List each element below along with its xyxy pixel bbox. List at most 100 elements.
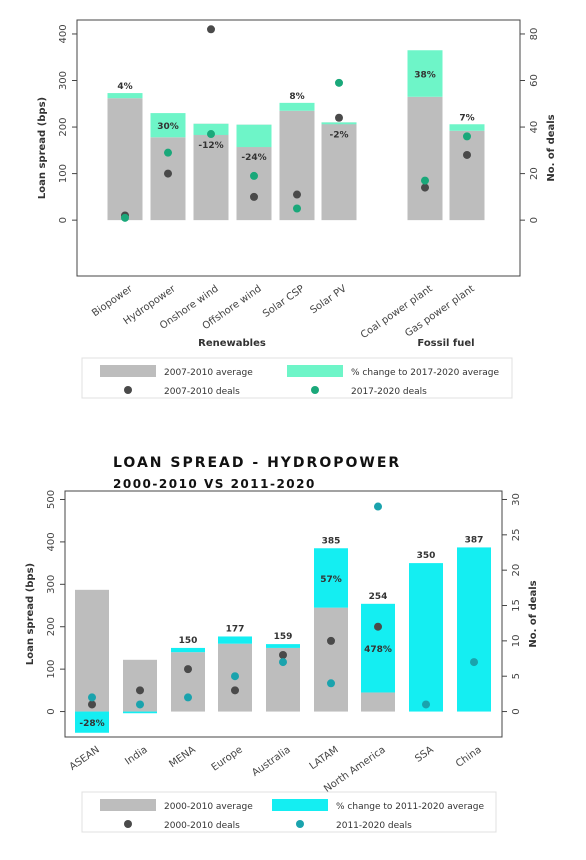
bar-change-label: -2% — [329, 130, 348, 140]
y-tick-label: 500 — [46, 490, 57, 509]
y-tick-label: 0 — [58, 217, 69, 223]
deal-dot-late — [335, 78, 343, 87]
bar-delta — [409, 563, 443, 712]
x-tick-label: SSA — [413, 744, 436, 764]
bar-base — [171, 652, 205, 712]
bar-change-label: 7% — [459, 113, 474, 123]
x-tick-label: Australia — [250, 744, 293, 778]
deal-dot-late — [250, 171, 258, 180]
category-group-label: Fossil fuel — [417, 338, 474, 349]
legend-label: 2000-2010 average — [164, 802, 253, 812]
deal-dot-early — [421, 183, 429, 192]
bar-delta — [449, 124, 485, 131]
bar-base — [107, 98, 143, 221]
x-tick-label: India — [123, 744, 149, 767]
bar-base — [407, 96, 443, 221]
bar-change-label: -24% — [241, 153, 266, 163]
y2-tick-label: 15 — [511, 599, 522, 612]
plot-frame — [64, 490, 503, 738]
y-tick-label: 300 — [58, 71, 69, 90]
deal-dot-early — [164, 169, 172, 178]
bar-delta — [193, 123, 229, 135]
legend-box — [81, 791, 497, 833]
chart-loan-spread-by-technology: 0 100 200 300 400 0 20 40 60 80 Loan spread (bps) N… — [37, 19, 557, 399]
x-tick-label: Europe — [210, 744, 245, 773]
bar-delta — [457, 547, 491, 712]
chart2-title: LOAN SPREAD - HYDROPOWER — [113, 455, 402, 471]
deal-dot-early — [184, 665, 192, 674]
y-tick-label: 200 — [58, 118, 69, 137]
bar-delta — [236, 124, 272, 148]
legend-dot — [296, 820, 304, 828]
bar-delta — [150, 113, 186, 138]
deal-dot-early — [327, 636, 335, 645]
y-axis-title: Loan spread (bps) — [37, 97, 48, 199]
y2-tick-label: 0 — [511, 708, 522, 714]
y2-tick-label: 5 — [511, 673, 522, 679]
bar-total-label: 350 — [417, 551, 436, 561]
bar-delta — [171, 647, 205, 653]
legend-label: 2011-2020 deals — [336, 821, 412, 831]
bar-delta — [407, 50, 443, 97]
legend-swatch — [100, 799, 156, 811]
bar-delta — [266, 644, 300, 648]
bar-change-label: 38% — [414, 71, 436, 81]
deal-dot-early — [374, 622, 382, 631]
deal-dot-late — [293, 204, 301, 213]
bar-change-label: 30% — [157, 122, 179, 132]
y2-axis-title: No. of deals — [546, 114, 557, 181]
deal-dot-late — [136, 700, 144, 709]
y2-axis-title: No. of deals — [528, 580, 539, 647]
y2-tick-label: 25 — [511, 528, 522, 541]
bar-change-label: 4% — [117, 82, 132, 92]
y2-tick-label: 80 — [529, 28, 540, 41]
x-tick-label: ASEAN — [68, 744, 102, 772]
y-tick-label: 100 — [46, 660, 57, 679]
deal-dot-late — [421, 176, 429, 185]
deal-dot-early — [231, 686, 239, 695]
bar-delta — [107, 93, 143, 99]
y-tick-label: 400 — [46, 532, 57, 551]
deal-dot-early — [463, 150, 471, 159]
bar-change-label: -12% — [198, 141, 223, 151]
legend-label: % change to 2017-2020 average — [351, 368, 500, 378]
y2-tick-label: 60 — [529, 74, 540, 87]
bar-delta — [218, 636, 252, 644]
bar-total-label: 177 — [226, 624, 245, 634]
deal-dot-late — [327, 679, 335, 688]
x-tick-label: LATAM — [308, 744, 341, 772]
deal-dot-late — [463, 132, 471, 141]
bar-total-label: 150 — [179, 636, 198, 646]
bar-total-label: 254 — [369, 592, 388, 602]
bar-base — [361, 692, 395, 712]
y-tick-label: 300 — [46, 575, 57, 594]
x-tick-label: Solar CSP — [261, 283, 307, 320]
bar-delta — [75, 711, 109, 733]
deal-dot-early — [293, 190, 301, 199]
deal-dot-early — [279, 651, 287, 659]
x-tick-label: Coal power plant — [359, 283, 435, 341]
y2-tick-label: 40 — [529, 121, 540, 134]
y2-tick-label: 10 — [511, 634, 522, 647]
legend-label: % change to 2011-2020 average — [336, 802, 485, 812]
category-group-label: Renewables — [198, 338, 266, 349]
x-tick-label: MENA — [167, 744, 197, 770]
bar-delta — [123, 711, 157, 714]
legend-dot — [311, 386, 319, 394]
legend-label: 2007-2010 deals — [164, 387, 240, 397]
y2-tick-label: 20 — [529, 167, 540, 180]
bar-base — [193, 123, 229, 221]
legend-swatch — [272, 799, 328, 811]
legend-dot — [124, 386, 132, 394]
legend-swatch — [287, 365, 343, 377]
y-tick-label: 100 — [58, 164, 69, 183]
bar-total-label: 387 — [465, 535, 484, 545]
x-tick-label: China — [454, 744, 484, 769]
bar-total-label: 159 — [274, 632, 293, 642]
y-axis-title: Loan spread (bps) — [25, 563, 36, 665]
bar-delta — [361, 603, 395, 693]
legend-label: 2000-2010 deals — [164, 821, 240, 831]
bar-change-label: 57% — [320, 575, 342, 585]
bar-base — [321, 122, 357, 221]
deal-dot-late — [374, 502, 382, 511]
